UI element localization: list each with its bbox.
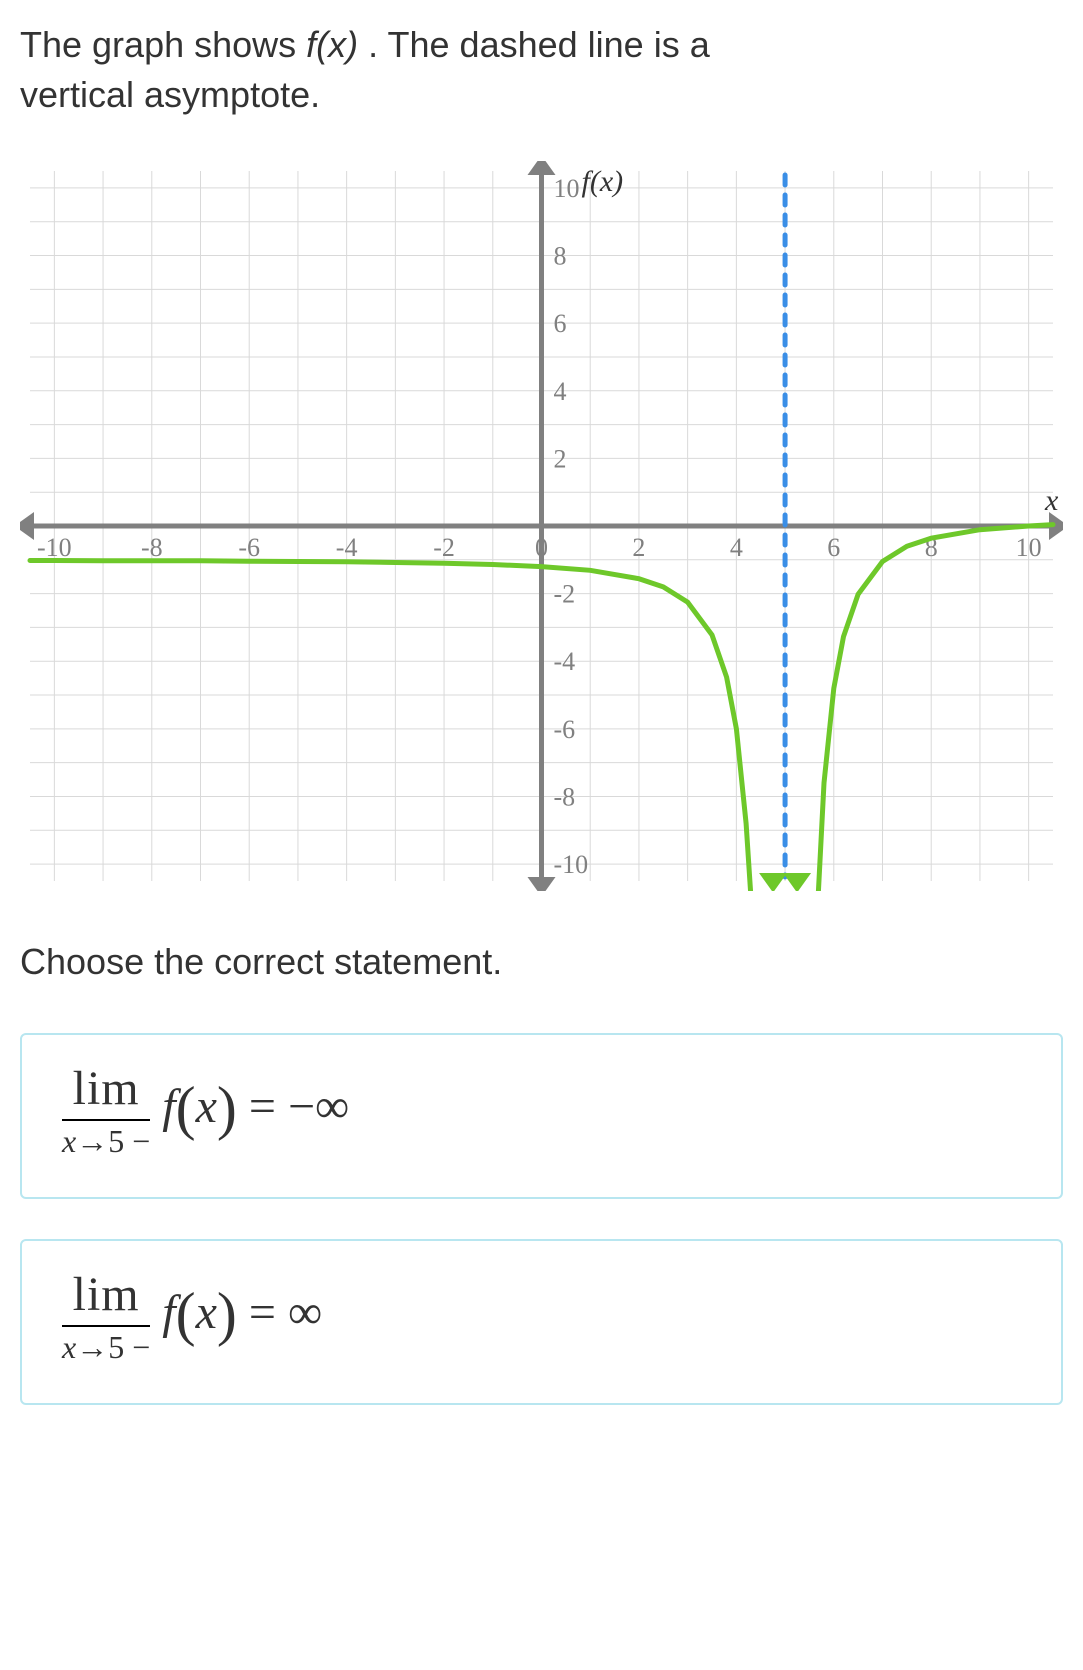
equals: = (249, 1286, 276, 1339)
svg-text:-4: -4 (336, 533, 358, 562)
svg-text:6: 6 (554, 309, 567, 338)
svg-text:-6: -6 (238, 533, 260, 562)
lim-word: lim (62, 1271, 150, 1327)
open-paren: ( (176, 1281, 196, 1347)
svg-text:-2: -2 (554, 579, 576, 608)
prompt-text: Choose the correct statement. (20, 941, 1063, 983)
svg-text:f(x): f(x) (582, 165, 624, 198)
chart: -10-8-6-4-20246810-10-8-6-4-2246810f(x)x (20, 161, 1063, 891)
close-paren: ) (217, 1075, 237, 1141)
svg-text:2: 2 (554, 444, 567, 473)
svg-text:-10: -10 (37, 533, 72, 562)
lim-word: lim (62, 1065, 150, 1121)
svg-text:4: 4 (554, 377, 567, 406)
fn-name: f (162, 1286, 175, 1339)
svg-text:-8: -8 (554, 782, 576, 811)
svg-text:-6: -6 (554, 715, 576, 744)
svg-text:4: 4 (730, 533, 743, 562)
options-container: limx→5 − f(x) = −∞limx→5 − f(x) = ∞ (20, 1033, 1063, 1405)
fn-arg: x (196, 1080, 217, 1133)
svg-text:-4: -4 (554, 647, 576, 676)
limit-operator: limx→5 − (62, 1065, 150, 1157)
svg-text:0: 0 (535, 533, 548, 562)
lim-approach: x→5 − (62, 1327, 150, 1363)
svg-text:-10: -10 (554, 850, 589, 879)
svg-text:8: 8 (554, 241, 567, 270)
question-line1-post: . The dashed line is a (368, 24, 710, 65)
question-line2: vertical asymptote. (20, 74, 320, 115)
question-line1-pre: The graph shows (20, 24, 306, 65)
svg-text:6: 6 (827, 533, 840, 562)
lim-approach: x→5 − (62, 1121, 150, 1157)
svg-text:10: 10 (1016, 533, 1042, 562)
option-2[interactable]: limx→5 − f(x) = ∞ (20, 1239, 1063, 1405)
limit-operator: limx→5 − (62, 1271, 150, 1363)
chart-svg: -10-8-6-4-20246810-10-8-6-4-2246810f(x)x (20, 161, 1063, 891)
svg-text:2: 2 (632, 533, 645, 562)
question-fn: f(x) (306, 24, 358, 65)
rhs: −∞ (288, 1080, 349, 1133)
svg-text:x: x (1044, 484, 1059, 517)
question-text: The graph shows f(x) . The dashed line i… (20, 20, 1063, 121)
fn-arg: x (196, 1286, 217, 1339)
svg-text:-2: -2 (433, 533, 455, 562)
option-1[interactable]: limx→5 − f(x) = −∞ (20, 1033, 1063, 1199)
svg-text:-8: -8 (141, 533, 163, 562)
equals: = (249, 1080, 276, 1133)
fn-name: f (162, 1080, 175, 1133)
open-paren: ( (176, 1075, 196, 1141)
svg-text:10: 10 (554, 174, 580, 203)
rhs: ∞ (288, 1286, 322, 1339)
close-paren: ) (217, 1281, 237, 1347)
